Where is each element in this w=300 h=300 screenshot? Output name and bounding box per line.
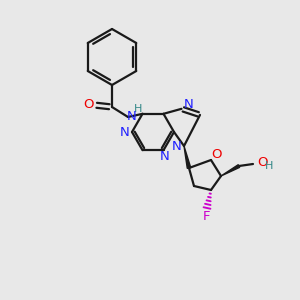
Polygon shape <box>184 146 191 168</box>
Text: N: N <box>127 110 137 124</box>
Text: N: N <box>172 140 182 154</box>
Polygon shape <box>221 165 240 176</box>
Text: O: O <box>83 98 93 112</box>
Text: F: F <box>203 209 211 223</box>
Text: N: N <box>120 125 130 139</box>
Text: N: N <box>184 98 194 111</box>
Text: H: H <box>134 104 142 114</box>
Text: O: O <box>257 155 267 169</box>
Text: O: O <box>212 148 222 161</box>
Text: H: H <box>265 161 273 171</box>
Text: N: N <box>160 150 170 163</box>
